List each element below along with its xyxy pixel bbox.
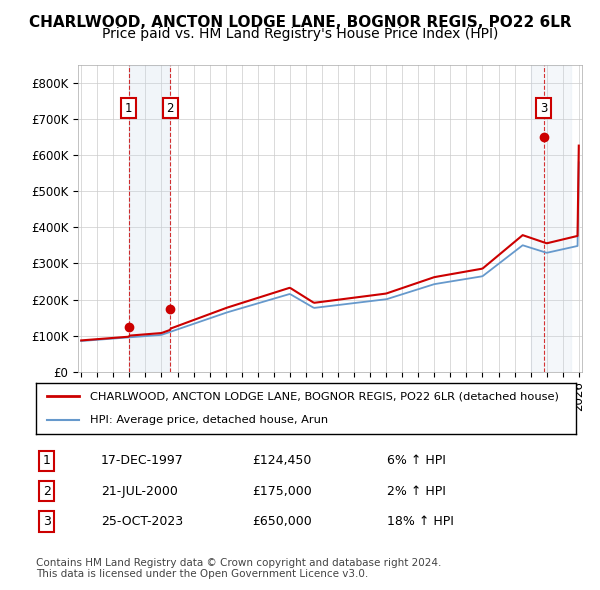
- Text: 25-OCT-2023: 25-OCT-2023: [101, 515, 183, 528]
- Text: £175,000: £175,000: [252, 484, 312, 497]
- Text: CHARLWOOD, ANCTON LODGE LANE, BOGNOR REGIS, PO22 6LR (detached house): CHARLWOOD, ANCTON LODGE LANE, BOGNOR REG…: [90, 391, 559, 401]
- Text: 2: 2: [167, 101, 174, 114]
- Text: Contains HM Land Registry data © Crown copyright and database right 2024.
This d: Contains HM Land Registry data © Crown c…: [36, 558, 442, 579]
- Text: 6% ↑ HPI: 6% ↑ HPI: [387, 454, 446, 467]
- Text: CHARLWOOD, ANCTON LODGE LANE, BOGNOR REGIS, PO22 6LR: CHARLWOOD, ANCTON LODGE LANE, BOGNOR REG…: [29, 15, 571, 30]
- Text: 2: 2: [43, 484, 51, 497]
- Text: 17-DEC-1997: 17-DEC-1997: [101, 454, 184, 467]
- Text: Price paid vs. HM Land Registry's House Price Index (HPI): Price paid vs. HM Land Registry's House …: [102, 27, 498, 41]
- Bar: [129, 65, 170, 372]
- Text: £650,000: £650,000: [252, 515, 312, 528]
- Text: £124,450: £124,450: [252, 454, 311, 467]
- Text: 3: 3: [43, 515, 51, 528]
- Text: 2% ↑ HPI: 2% ↑ HPI: [387, 484, 446, 497]
- Text: 3: 3: [540, 101, 547, 114]
- Text: 18% ↑ HPI: 18% ↑ HPI: [387, 515, 454, 528]
- Text: 21-JUL-2000: 21-JUL-2000: [101, 484, 178, 497]
- Text: 1: 1: [125, 101, 133, 114]
- Bar: [530, 65, 571, 372]
- Text: HPI: Average price, detached house, Arun: HPI: Average price, detached house, Arun: [90, 415, 328, 425]
- Text: 1: 1: [43, 454, 51, 467]
